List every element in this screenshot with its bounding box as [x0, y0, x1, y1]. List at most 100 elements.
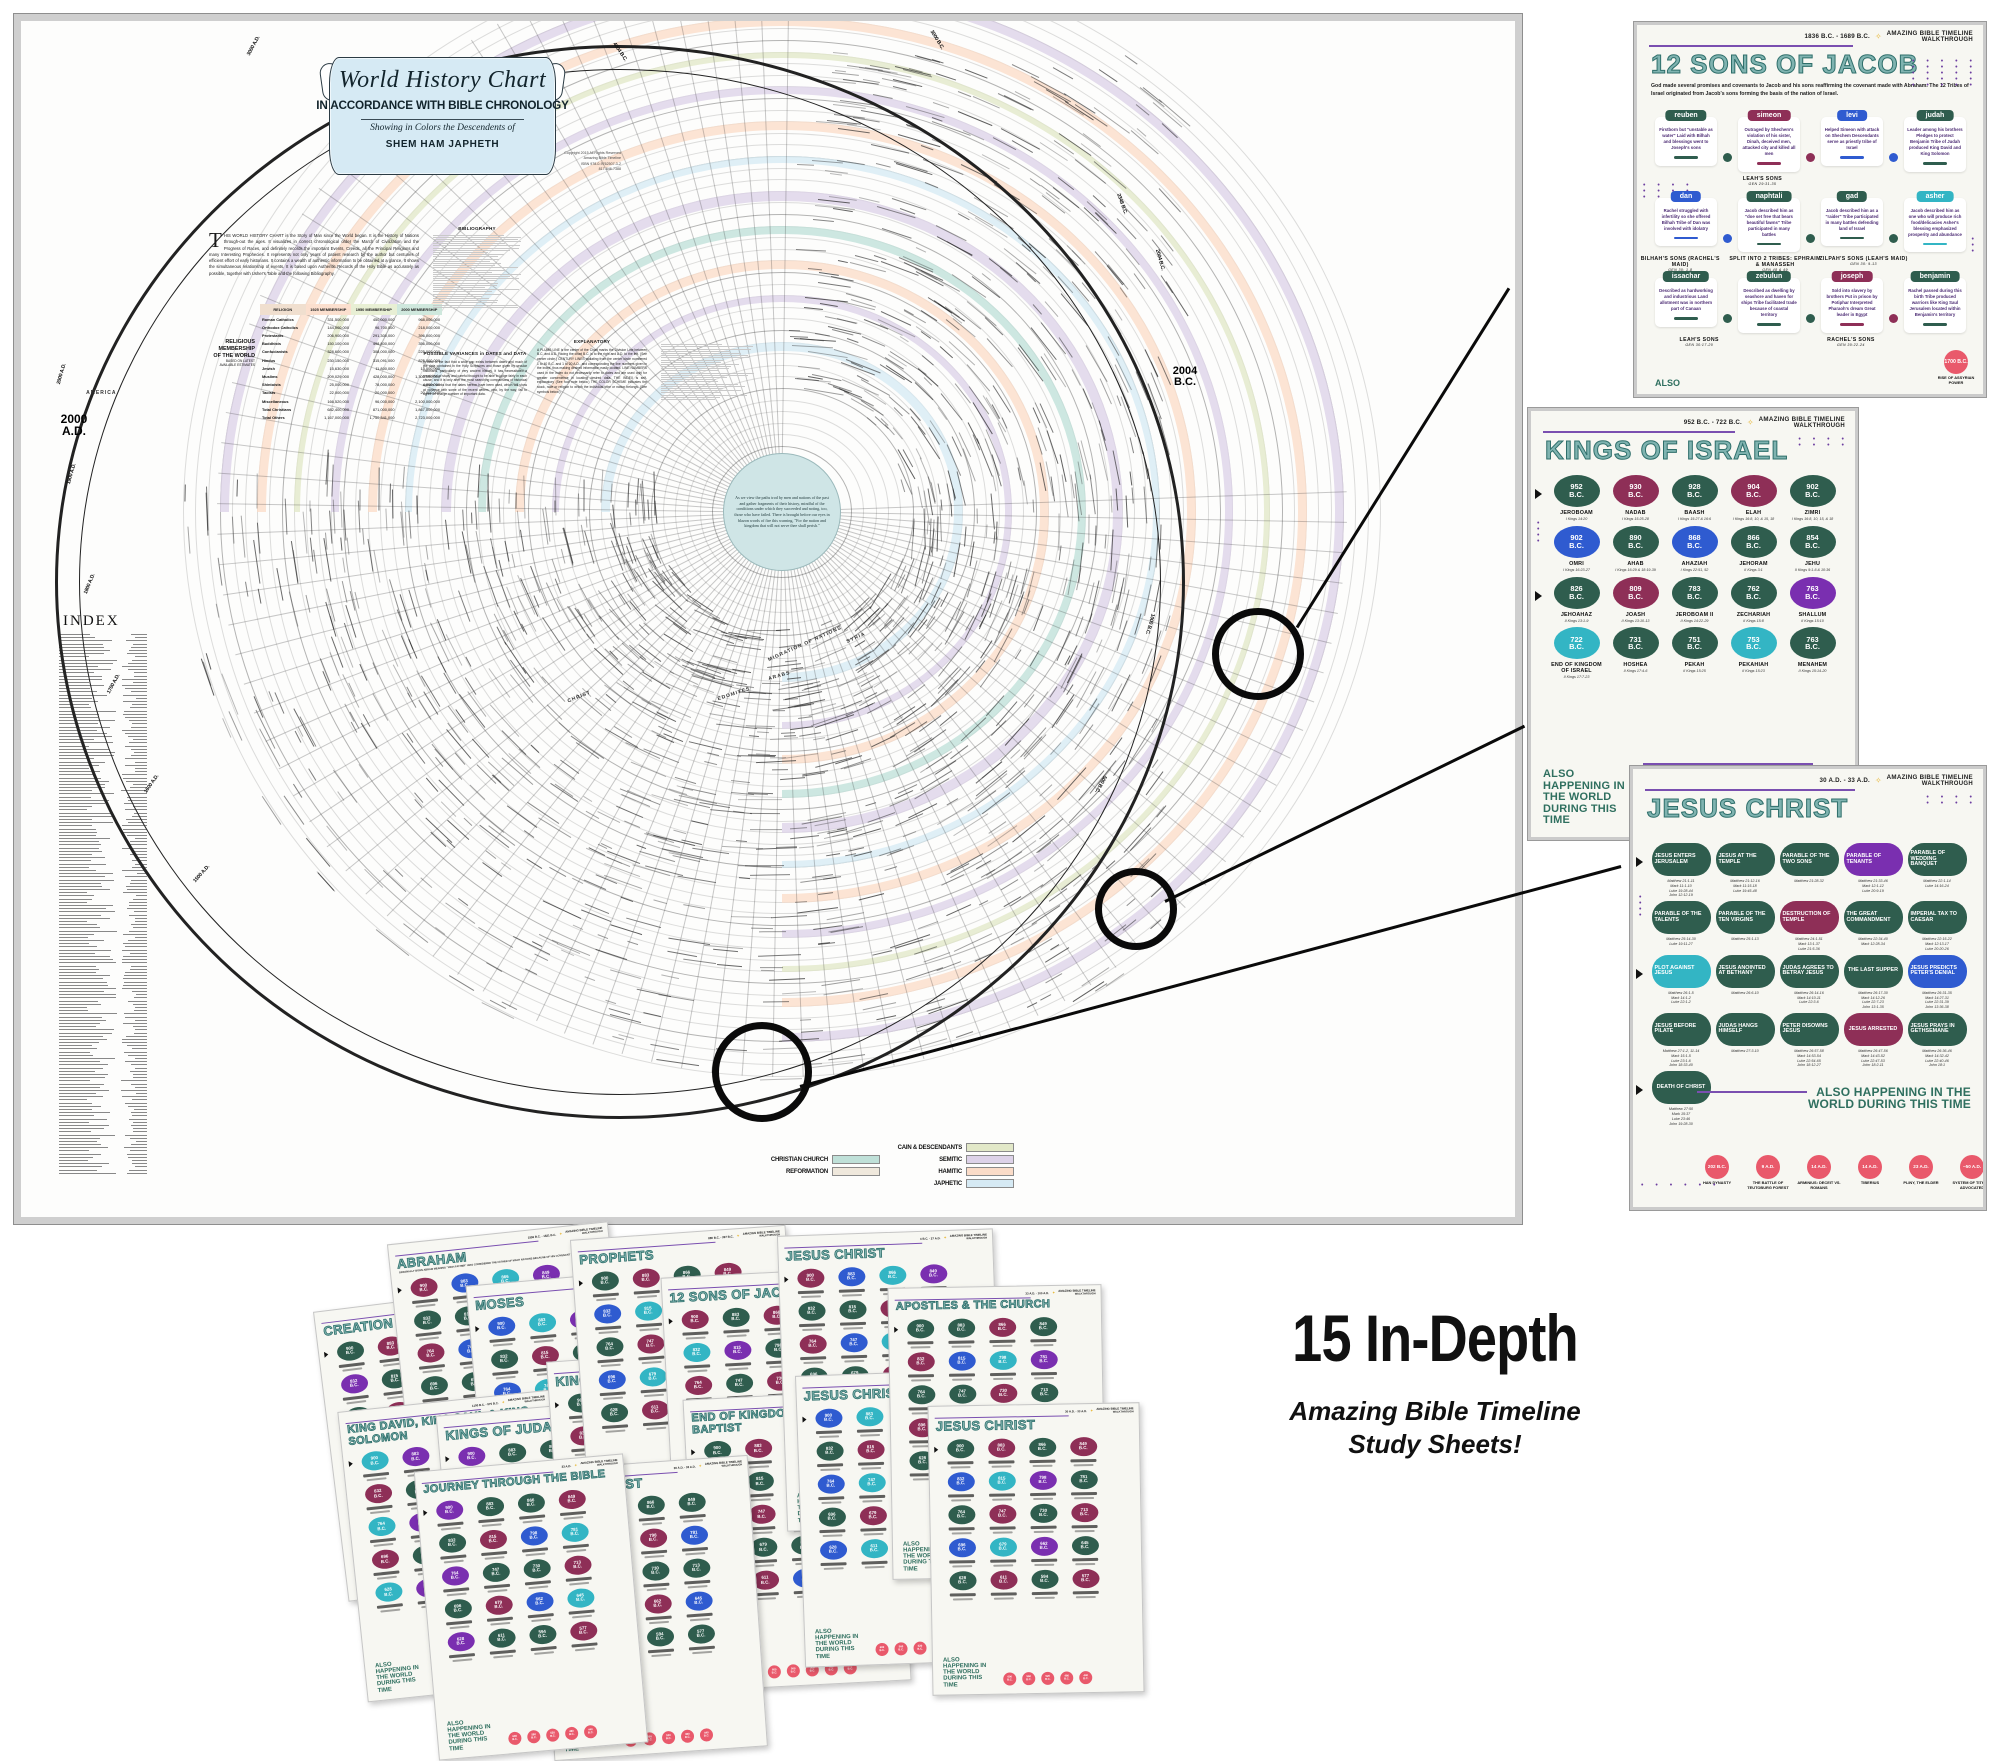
jesus-event-node[interactable]: PARABLE OF TENANTS Matthew 21:33-46 Mark …: [1841, 843, 1905, 893]
sheet-node[interactable]: 611B.C.: [855, 1538, 894, 1568]
sheet-node[interactable]: 798B.C.: [984, 1350, 1023, 1380]
jesus-event-node[interactable]: DEATH OF CHRIST Matthew 27:50 Mark 15:37 …: [1649, 1071, 1713, 1126]
king-node[interactable]: 902 B.C. ZIMRI I Kings 16:8, 10, 15, & 18: [1783, 475, 1842, 522]
sheet-node[interactable]: 628B.C.: [441, 1630, 481, 1662]
sheet-node[interactable]: 798B.C.: [634, 1527, 674, 1559]
jesus-event-node[interactable]: PARABLE OF WEDDING BANQUET Matthew 22:1-1…: [1905, 843, 1969, 889]
sheet-node[interactable]: 645B.C.: [1066, 1536, 1105, 1566]
sheet-node[interactable]: 883B.C.: [832, 1266, 871, 1296]
king-node[interactable]: 783 B.C. JEROBOAM II II Kings 14:22-29: [1665, 577, 1724, 624]
sheet-node[interactable]: 764B.C.: [411, 1342, 452, 1375]
sheet-node[interactable]: 764B.C.: [590, 1336, 630, 1368]
king-node[interactable]: 902 B.C. OMRI I Kings 16:23-27: [1547, 526, 1606, 573]
sheet-node[interactable]: 815B.C.: [718, 1340, 757, 1371]
jesus-event-node[interactable]: PARABLE OF THE TEN VIRGINS Matthew 25:1-1…: [1713, 901, 1777, 942]
sheet-node[interactable]: 883B.C.: [850, 1406, 889, 1436]
sheet-node[interactable]: 696B.C.: [438, 1597, 478, 1629]
sheet-node[interactable]: 900B.C.: [791, 1268, 830, 1298]
sheet-node[interactable]: 900B.C.: [941, 1439, 980, 1469]
tribe-card[interactable]: issachar Described as hardworking and ind…: [1655, 278, 1717, 327]
king-node[interactable]: 753 B.C. PEKAHIAH II Kings 15:23: [1724, 627, 1783, 674]
sheet-node[interactable]: 900B.C.: [404, 1276, 445, 1309]
card-12-sons-of-jacob[interactable]: 1836 B.C. - 1689 B.C. ✧ AMAZING BIBLE TI…: [1634, 22, 1986, 397]
tribe-card[interactable]: simeon Outraged by Shechem's violation of…: [1738, 117, 1800, 172]
jesus-event-node[interactable]: THE GREAT COMMANDMENT Matthew 22:34-40 Ma…: [1841, 901, 1905, 947]
king-node[interactable]: 952 B.C. JEROBOAM I Kings 14:20: [1547, 475, 1606, 522]
tribe-card[interactable]: judah Leader among his brothers Pledges t…: [1904, 117, 1966, 172]
tribe-card[interactable]: zebulun Described as dwelling by seashore…: [1738, 278, 1800, 333]
sheet-node[interactable]: 594B.C.: [523, 1623, 563, 1655]
king-node[interactable]: 763 B.C. SHALLUM II Kings 15:10: [1783, 577, 1842, 624]
sheet-node[interactable]: 696B.C.: [943, 1538, 982, 1568]
sheet-node[interactable]: 679B.C.: [854, 1505, 893, 1535]
sheet-node[interactable]: 764B.C.: [942, 1505, 981, 1535]
jesus-event-node[interactable]: JESUS ANOINTED AT BETHANY Matthew 26:6-10: [1713, 955, 1777, 996]
jesus-event-node[interactable]: JESUS ARRESTED Matthew 26:47-56 Mark 14:4…: [1841, 1013, 1905, 1068]
sheet-node[interactable]: 577B.C.: [1066, 1569, 1105, 1599]
king-node[interactable]: 868 B.C. AHAZIAH I Kings 22:51, 52: [1665, 526, 1724, 573]
sheet-node[interactable]: 713B.C.: [1065, 1503, 1104, 1533]
sheet-node[interactable]: 764B.C.: [362, 1515, 403, 1548]
sheet-node[interactable]: 594B.C.: [640, 1626, 680, 1658]
sheet-node[interactable]: 764B.C.: [793, 1334, 832, 1364]
tribe-card[interactable]: dan Rachel struggled with infertility so …: [1655, 198, 1717, 247]
sheet-node[interactable]: 832B.C.: [942, 1472, 981, 1502]
sheet-node[interactable]: 900B.C.: [429, 1499, 469, 1531]
sheet-node[interactable]: 611B.C.: [984, 1570, 1023, 1600]
sheet-node[interactable]: 798B.C.: [1024, 1470, 1063, 1500]
king-node[interactable]: 826 B.C. JEHOAHAZ II Kings 13:1-9: [1547, 577, 1606, 624]
sheet-node[interactable]: 628B.C.: [594, 1402, 634, 1434]
sheet-node[interactable]: 832B.C.: [334, 1372, 375, 1405]
sheet-node[interactable]: 815B.C.: [833, 1299, 872, 1329]
sheet-node[interactable]: 781B.C.: [555, 1521, 595, 1553]
sheet-node[interactable]: 866B.C.: [983, 1317, 1022, 1347]
sheet-node[interactable]: 594B.C.: [1025, 1569, 1064, 1599]
study-sheet[interactable]: 33 A.D. ✦ AMAZING BIBLE TIMELINE WALKTHROUG…: [414, 1453, 648, 1760]
sheet-node[interactable]: 900B.C.: [585, 1270, 625, 1302]
sheet-node[interactable]: 747B.C.: [983, 1504, 1022, 1534]
sheet-node[interactable]: 883B.C.: [522, 1311, 562, 1343]
jesus-event-node[interactable]: JESUS BEFORE PILATE Matthew 27:1-2, 11-14…: [1649, 1013, 1713, 1068]
sheet-node[interactable]: 781B.C.: [674, 1524, 714, 1556]
jesus-event-node[interactable]: PLOT AGAINST JESUS Matthew 26:1-5 Mark 14…: [1649, 955, 1713, 1005]
sheet-node[interactable]: 832B.C.: [407, 1309, 448, 1342]
sheet-node[interactable]: 696B.C.: [592, 1369, 632, 1401]
sheet-node[interactable]: 730B.C.: [517, 1557, 557, 1589]
sheet-node[interactable]: 866B.C.: [1023, 1437, 1062, 1467]
sheet-node[interactable]: 679B.C.: [984, 1537, 1023, 1567]
jesus-event-node[interactable]: IMPERIAL TAX TO CAESAR Matthew 22:15-22 M…: [1905, 901, 1969, 951]
sheet-node[interactable]: 662B.C.: [1025, 1536, 1064, 1566]
tribe-card[interactable]: naphtali Jacob described him as "doe set …: [1738, 198, 1800, 253]
jesus-event-node[interactable]: PARABLE OF THE TWO SONS Matthew 21:28-32: [1777, 843, 1841, 884]
tribe-card[interactable]: asher Jacob described him as one who will…: [1904, 198, 1966, 253]
sheet-node[interactable]: 900B.C.: [901, 1319, 940, 1349]
sheet-node[interactable]: 747B.C.: [852, 1472, 891, 1502]
sheet-node[interactable]: 849B.C.: [552, 1488, 592, 1520]
tribe-card[interactable]: levi Helped Simeon with attack on Shechem…: [1821, 117, 1883, 166]
tribe-card[interactable]: reuben Firstborn but "unstable as water" …: [1655, 117, 1717, 166]
jesus-event-node[interactable]: JESUS PREDICTS PETER'S DENIAL Matthew 26:…: [1905, 955, 1969, 1010]
jesus-event-node[interactable]: JESUS ENTERS JERUSALEM Matthew 21:1-11 Ma…: [1649, 843, 1713, 898]
sheet-node[interactable]: 781B.C.: [1025, 1350, 1064, 1380]
card-jesus-christ[interactable]: 30 A.D. - 33 A.D. ✧ AMAZING BIBLE TIMELI…: [1630, 766, 1986, 1210]
sheet-node[interactable]: 713B.C.: [677, 1557, 717, 1589]
sheet-node[interactable]: 832B.C.: [484, 1348, 524, 1380]
sheet-node[interactable]: 900B.C.: [330, 1339, 371, 1372]
sheet-node[interactable]: 747B.C.: [834, 1332, 873, 1362]
sheet-node[interactable]: 645B.C.: [561, 1587, 601, 1619]
king-node[interactable]: 904 B.C. ELAH I Kings 16:8, 10, & 15, 18: [1724, 475, 1783, 522]
king-node[interactable]: 928 B.C. BAASH I Kings 15:27 & 16:6: [1665, 475, 1724, 522]
sheet-node[interactable]: 832B.C.: [588, 1303, 628, 1335]
sheet-node[interactable]: 628B.C.: [369, 1581, 410, 1614]
sheet-node[interactable]: 815B.C.: [943, 1351, 982, 1381]
jesus-event-node[interactable]: DESTRUCTION OF TEMPLE Matthew 24:1-51 Mar…: [1777, 901, 1841, 951]
sheet-node[interactable]: 628B.C.: [814, 1540, 853, 1570]
king-node[interactable]: 890 B.C. AHAB I Kings 16:29 & 18:19-39: [1606, 526, 1665, 573]
jesus-event-node[interactable]: JUDAS AGREES TO BETRAY JESUS Matthew 26:1…: [1777, 955, 1841, 1005]
king-node[interactable]: 866 B.C. JEHORAM II Kings 3:1: [1724, 526, 1783, 573]
sheet-node[interactable]: 832B.C.: [810, 1441, 849, 1471]
sheet-node[interactable]: 900B.C.: [355, 1450, 396, 1483]
king-node[interactable]: 762 B.C. ZECHARIAH II Kings 15:8: [1724, 577, 1783, 624]
sheet-node[interactable]: 764B.C.: [811, 1474, 850, 1504]
sheet-node[interactable]: 798B.C.: [514, 1525, 554, 1557]
